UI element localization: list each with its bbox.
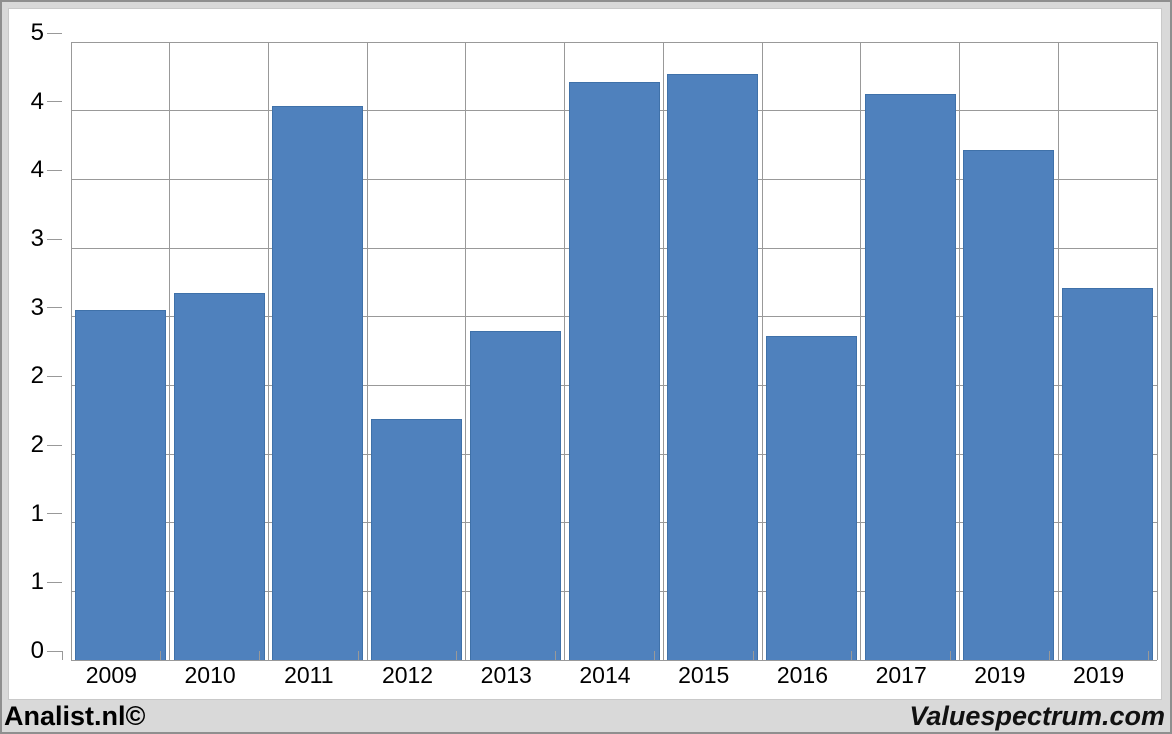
x-tick-label: 2009	[85, 662, 137, 688]
x-tick-label: 2012	[381, 662, 434, 688]
y-tick	[47, 444, 62, 446]
x-tick-label: 2017	[875, 662, 927, 688]
bar-2017	[864, 93, 956, 660]
x-tick-label: 2010	[184, 662, 236, 688]
x-tick	[950, 651, 952, 660]
x-gridline	[959, 42, 961, 660]
x-tick	[160, 651, 162, 660]
bar-2019	[963, 149, 1055, 660]
x-tick-label: 2016	[776, 662, 829, 688]
bar-2009	[74, 310, 166, 660]
x-tick	[1048, 651, 1050, 660]
x-tick	[456, 651, 458, 660]
bar-2015	[667, 74, 759, 660]
y-gridline	[71, 41, 1157, 43]
y-tick	[47, 238, 62, 240]
x-gridline	[860, 42, 862, 660]
x-tick-label: 2014	[579, 662, 631, 688]
x-tick	[1147, 651, 1149, 660]
y-tick	[47, 375, 62, 377]
y-tick-label: 4	[30, 87, 44, 115]
y-tick-label: 0	[30, 637, 44, 664]
x-gridline	[267, 42, 269, 660]
y-tick-label: 4	[30, 156, 44, 184]
analist-credit-label: Analist.nl©	[4, 701, 146, 731]
bar-2013	[469, 331, 561, 660]
y-tick-label: 1	[30, 568, 44, 596]
x-tick	[61, 651, 63, 660]
y-tick	[47, 101, 62, 103]
valuespectrum-credit-label: Valuespectrum.com	[909, 701, 1165, 731]
bar-2010	[173, 292, 265, 660]
bar-2019	[1062, 287, 1154, 660]
x-tick	[752, 651, 754, 660]
y-tick-label: 2	[30, 431, 44, 458]
x-gridline	[1057, 42, 1059, 660]
x-gridline	[662, 42, 664, 660]
bar-2011	[272, 106, 364, 660]
plot-area	[70, 41, 1158, 661]
y-tick-label: 3	[30, 293, 44, 321]
x-tick-label: 2019	[974, 662, 1026, 688]
x-gridline	[70, 42, 72, 660]
y-tick	[47, 307, 62, 309]
y-tick-label: 5	[30, 19, 44, 46]
y-tick	[47, 513, 62, 515]
x-gridline	[465, 42, 467, 660]
bar-2016	[765, 336, 857, 660]
chart-panel	[8, 8, 1162, 700]
x-tick	[851, 651, 853, 660]
x-tick	[555, 651, 557, 660]
x-tick-label: 2011	[284, 662, 334, 688]
x-tick-label: 2013	[480, 662, 532, 688]
y-tick	[47, 32, 62, 34]
x-gridline	[366, 42, 368, 660]
bar-2014	[568, 81, 660, 660]
y-tick	[47, 581, 62, 583]
y-tick-label: 1	[30, 499, 44, 527]
y-tick-label: 2	[30, 362, 44, 390]
x-gridline	[761, 42, 763, 660]
x-tick-label: 2015	[678, 662, 730, 688]
x-tick	[258, 651, 260, 660]
y-gridline	[71, 659, 1157, 661]
bar-2012	[371, 418, 463, 660]
y-tick	[47, 650, 62, 652]
y-tick	[47, 169, 62, 171]
x-tick-label: 2019	[1073, 662, 1125, 688]
x-gridline	[564, 42, 566, 660]
footer-band: Analist.nl© Valuespectrum.com	[0, 701, 1172, 734]
x-tick	[653, 651, 655, 660]
x-gridline	[1156, 42, 1158, 660]
y-tick-label: 3	[30, 225, 44, 252]
x-tick	[357, 651, 359, 660]
x-gridline	[169, 42, 171, 660]
